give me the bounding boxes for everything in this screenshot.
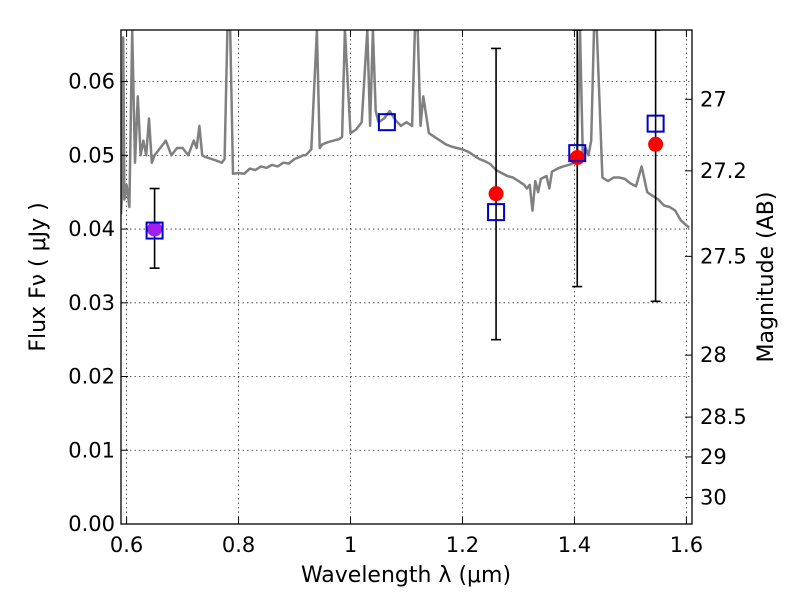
observed-point [648, 136, 664, 152]
y-tick-label: 0.04 [68, 217, 115, 241]
x-tick-label: 1 [344, 533, 357, 557]
right-tick-label: 28.5 [700, 405, 747, 429]
y-tick-label: 0.01 [68, 438, 115, 462]
x-tick-label: 1.6 [670, 533, 703, 557]
x-tick-label: 1.2 [446, 533, 479, 557]
x-tick-label: 0.6 [110, 533, 143, 557]
y-tick-label: 0.00 [68, 512, 115, 536]
plot-area [121, 30, 692, 524]
x-axis-label: Wavelength λ (μm) [301, 563, 511, 588]
x-tick-label: 0.8 [222, 533, 255, 557]
model-photometry-point [377, 113, 396, 132]
observed-point [147, 221, 163, 237]
right-tick-label: 29 [700, 445, 727, 469]
y-tick-label: 0.02 [68, 365, 115, 389]
right-tick-label: 28 [700, 343, 727, 367]
x-tick-label: 1.4 [558, 533, 591, 557]
model-photometry-point [568, 144, 587, 163]
model-photometry-points [145, 113, 665, 240]
model-photometry-point [646, 114, 665, 133]
model-photometry-point [145, 221, 164, 240]
axis-ticks: 0.6 0.8 1 1.2 1.4 1.6 0.00 0.01 0.02 0.03 0.04 0.05… [68, 30, 747, 557]
observed-point [488, 186, 504, 202]
right-axis-label: Magnitude (AB) [754, 192, 779, 363]
plot-frame [120, 29, 693, 525]
model-photometry-point [487, 203, 506, 222]
y-axis-label: Flux Fν ( μJy ) [26, 202, 51, 351]
y-tick-label: 0.03 [68, 291, 115, 315]
right-tick-label: 27.2 [700, 159, 747, 183]
right-tick-label: 30 [700, 485, 727, 509]
right-tick-label: 27.5 [700, 244, 747, 268]
right-tick-label: 27 [700, 87, 727, 111]
y-tick-label: 0.05 [68, 143, 115, 167]
y-tick-label: 0.06 [68, 70, 115, 94]
observed-point [569, 150, 585, 166]
